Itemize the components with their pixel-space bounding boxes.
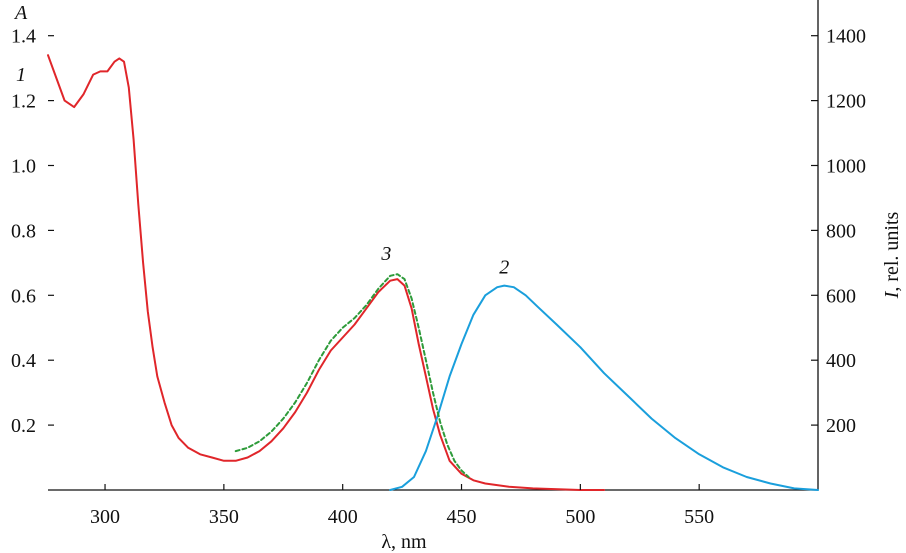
y-left-tick-label-1: 1.0 bbox=[11, 155, 36, 177]
x-tick-label-400: 400 bbox=[328, 506, 358, 528]
y-left-tick-label-0.6: 0.6 bbox=[11, 285, 36, 307]
x-tick-label-450: 450 bbox=[447, 506, 477, 528]
y-left-tick-label-0.2: 0.2 bbox=[11, 415, 36, 437]
y-right-tick-label-400: 400 bbox=[826, 350, 856, 372]
y-left-tick-label-0.4: 0.4 bbox=[11, 350, 36, 372]
plot-frame bbox=[48, 0, 819, 491]
y-axis-right-title: I, rel. units bbox=[881, 211, 903, 299]
x-tick-label-350: 350 bbox=[209, 506, 239, 528]
x-tick-label-550: 550 bbox=[684, 506, 714, 528]
curve-3 bbox=[234, 273, 470, 478]
labels-layer: 1 2 3 bbox=[16, 64, 509, 278]
y-axis-right-title-symbol: I bbox=[881, 290, 903, 299]
y-right-tick-label-200: 200 bbox=[826, 415, 856, 437]
ticks-layer: 300 350 400 450 500 550 0.2 0.4 0.6 0.8 1.0 1.2 1.4 2… bbox=[11, 26, 866, 528]
y-left-tick-label-0.8: 0.8 bbox=[11, 220, 36, 242]
y-left-tick-label-1.4: 1.4 bbox=[11, 26, 36, 48]
y-axis-right-title-unit: , rel. units bbox=[881, 211, 903, 291]
x-tick-label-300: 300 bbox=[90, 506, 120, 528]
y-right-tick-label-1000: 1000 bbox=[826, 155, 866, 177]
y-right-tick-label-800: 800 bbox=[826, 220, 856, 242]
y-axis-left-title: A bbox=[13, 2, 28, 24]
y-right-tick-label-600: 600 bbox=[826, 285, 856, 307]
curve-label-2: 2 bbox=[499, 257, 509, 279]
x-axis-title: λ, nm bbox=[381, 531, 427, 553]
curve-label-1: 1 bbox=[16, 64, 26, 86]
y-left-tick-label-1.2: 1.2 bbox=[11, 91, 36, 113]
curve-1 bbox=[47, 54, 606, 491]
curve-2 bbox=[389, 284, 819, 491]
x-tick-label-500: 500 bbox=[565, 506, 595, 528]
curve-label-3: 3 bbox=[380, 243, 391, 265]
y-right-tick-label-1200: 1200 bbox=[826, 91, 866, 113]
curves-layer bbox=[47, 54, 819, 491]
y-right-tick-label-1400: 1400 bbox=[826, 26, 866, 48]
